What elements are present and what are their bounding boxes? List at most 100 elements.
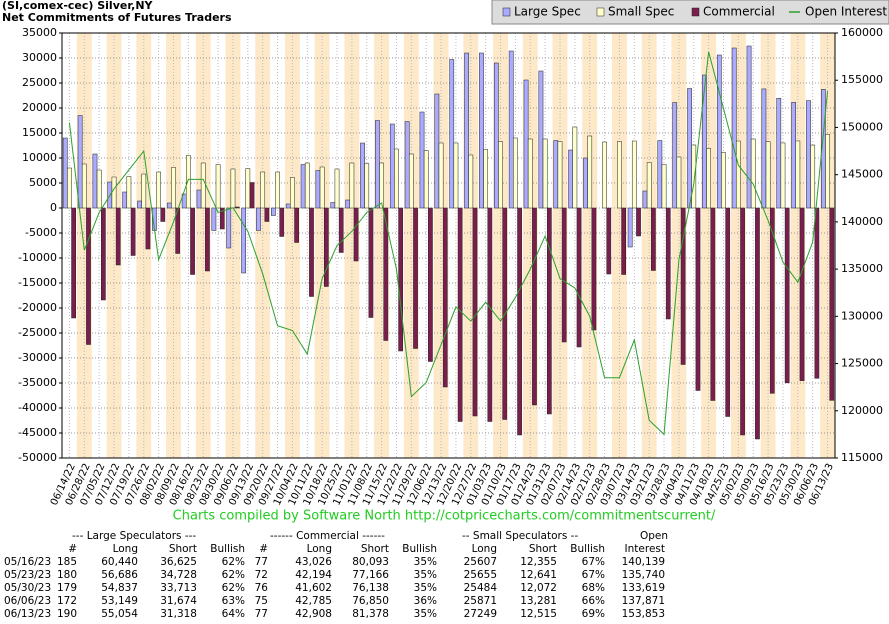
- table-cell: 76,850: [352, 595, 389, 607]
- table-cell: 137,871: [622, 595, 665, 607]
- bar: [67, 167, 72, 209]
- bar: [483, 149, 489, 209]
- bar: [646, 162, 652, 209]
- table-cell: 62%: [222, 582, 245, 594]
- bar: [621, 207, 627, 275]
- stripe: [166, 33, 181, 458]
- bar: [141, 173, 147, 209]
- bar: [270, 207, 276, 216]
- bar: [687, 88, 692, 209]
- bar: [780, 142, 786, 209]
- table-cell: 80,093: [352, 556, 389, 568]
- bar: [602, 141, 607, 209]
- bar: [62, 137, 68, 209]
- bar: [795, 140, 801, 209]
- bar: [487, 207, 493, 422]
- bar: [542, 138, 548, 209]
- bar: [241, 207, 246, 274]
- table-cell: 62%: [222, 569, 245, 581]
- table-cell: 25655: [464, 569, 497, 581]
- bar: [523, 79, 529, 209]
- table-column-header: #: [68, 543, 77, 555]
- bar: [408, 153, 414, 209]
- table-cell: 05/16/23: [4, 556, 51, 568]
- bar: [86, 207, 91, 345]
- bar: [814, 207, 820, 379]
- bar: [706, 148, 711, 209]
- bar: [130, 207, 136, 256]
- bar: [680, 207, 686, 365]
- bar: [661, 164, 667, 209]
- bar: [285, 203, 291, 209]
- y2-tick-label: 160000: [841, 26, 883, 39]
- table-column-header: #: [259, 543, 268, 555]
- bar: [721, 152, 726, 209]
- table-cell: 56,686: [101, 569, 138, 581]
- bar: [404, 121, 410, 209]
- y-tick-label: -15000: [18, 276, 57, 289]
- table-column-header: Long: [307, 543, 332, 555]
- bar: [587, 135, 593, 209]
- bar: [360, 142, 365, 209]
- table-cell: 67%: [582, 569, 605, 581]
- table-cell: 190: [57, 608, 77, 620]
- table-cell: 63%: [222, 595, 245, 607]
- bar: [145, 207, 151, 250]
- table-cell: 25484: [464, 582, 498, 594]
- bar: [791, 102, 796, 209]
- y-tick-label: 5000: [29, 176, 57, 189]
- bar: [423, 150, 429, 209]
- marks: [62, 45, 835, 440]
- bar: [736, 140, 741, 209]
- table-cell: 35%: [414, 608, 437, 620]
- table-cell: 140,139: [622, 556, 665, 568]
- bar: [205, 207, 210, 272]
- bar: [126, 176, 132, 209]
- bar: [349, 162, 355, 209]
- bar: [740, 207, 745, 436]
- table-cell: 35%: [414, 569, 437, 581]
- bar: [111, 176, 117, 209]
- bar: [810, 144, 816, 209]
- bar: [508, 50, 514, 209]
- table-cell: 42,785: [295, 595, 332, 607]
- table-cell: 69%: [582, 608, 605, 620]
- bar: [702, 74, 707, 209]
- bar: [457, 207, 463, 422]
- chart-subtitle: Net Commitments of Futures Traders: [2, 11, 232, 24]
- bar: [513, 137, 518, 209]
- bar: [156, 171, 161, 209]
- bar: [338, 207, 344, 253]
- table-group-header: ------ Commercial ------: [270, 530, 385, 542]
- bar: [245, 168, 251, 209]
- bar: [122, 191, 128, 209]
- bar: [413, 207, 418, 349]
- y-tick-label: -20000: [18, 301, 57, 314]
- bar: [576, 207, 582, 348]
- y2-tick-label: 115000: [841, 451, 883, 464]
- bar: [665, 207, 671, 320]
- table-cell: 31,674: [160, 595, 197, 607]
- bar: [345, 199, 351, 209]
- bar: [568, 149, 574, 209]
- y-tick-label: 30000: [22, 51, 57, 64]
- y-tick-label: 25000: [22, 76, 57, 89]
- legend-label: Small Spec: [608, 5, 674, 19]
- table-cell: 67%: [582, 556, 605, 568]
- y-tick-label: 10000: [22, 151, 57, 164]
- y-tick-label: -10000: [18, 251, 57, 264]
- bar: [77, 115, 83, 209]
- bar: [493, 62, 499, 209]
- bar: [464, 52, 469, 209]
- bar: [428, 207, 433, 362]
- bar: [583, 157, 588, 209]
- bar: [394, 148, 399, 209]
- table-cell: 135,740: [622, 569, 665, 581]
- bar: [657, 140, 663, 209]
- bar: [315, 170, 321, 209]
- bar: [651, 207, 656, 271]
- bar: [92, 153, 98, 209]
- table-group-header: Open: [640, 530, 668, 542]
- bar: [438, 142, 444, 209]
- bar: [527, 138, 533, 209]
